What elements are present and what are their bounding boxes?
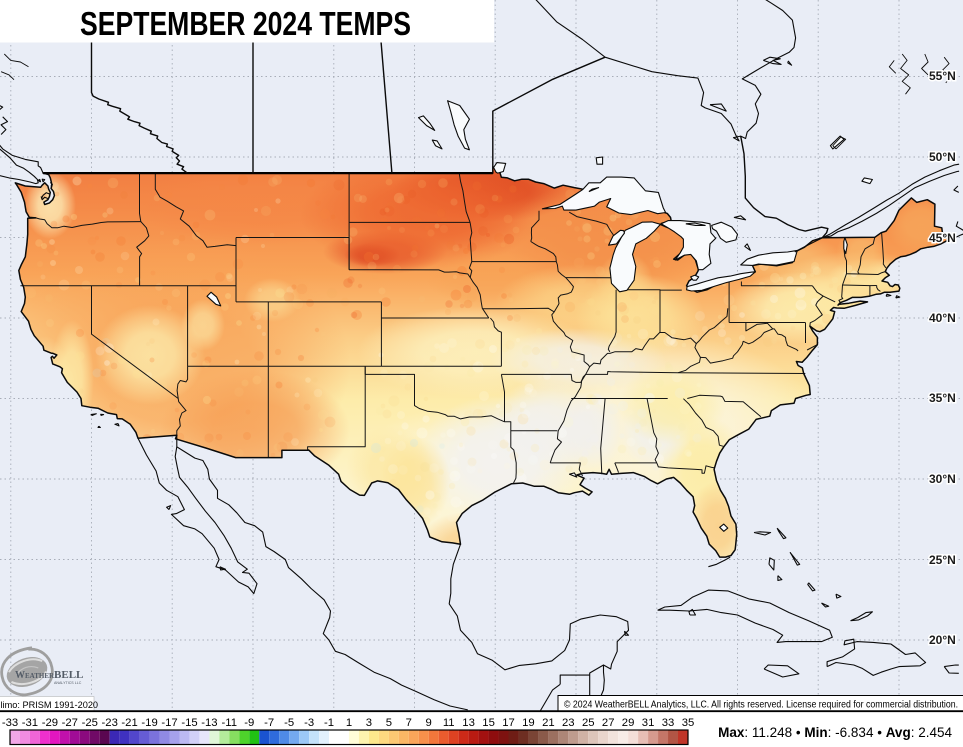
svg-text:-21: -21 bbox=[121, 717, 137, 729]
svg-text:-13: -13 bbox=[201, 717, 217, 729]
svg-text:31: 31 bbox=[642, 717, 655, 729]
svg-text:ANALYTICS LLC: ANALYTICS LLC bbox=[54, 681, 82, 685]
svg-text:-23: -23 bbox=[102, 717, 118, 729]
svg-text:-25: -25 bbox=[82, 717, 98, 729]
svg-text:25°N: 25°N bbox=[929, 553, 956, 567]
svg-text:-31: -31 bbox=[22, 717, 38, 729]
svg-text:1: 1 bbox=[346, 717, 352, 729]
svg-text:-27: -27 bbox=[62, 717, 78, 729]
svg-text:50°N: 50°N bbox=[929, 150, 956, 164]
svg-text:29: 29 bbox=[622, 717, 635, 729]
svg-text:17: 17 bbox=[502, 717, 515, 729]
svg-text:20°N: 20°N bbox=[929, 633, 956, 647]
svg-text:3: 3 bbox=[366, 717, 372, 729]
svg-text:35: 35 bbox=[682, 717, 695, 729]
svg-text:-5: -5 bbox=[284, 717, 294, 729]
svg-text:11: 11 bbox=[443, 717, 455, 729]
svg-text:-1: -1 bbox=[324, 717, 334, 729]
svg-text:7: 7 bbox=[406, 717, 412, 729]
svg-text:-33: -33 bbox=[2, 717, 18, 729]
svg-text:13: 13 bbox=[462, 717, 475, 729]
svg-text:-3: -3 bbox=[304, 717, 314, 729]
svg-text:-15: -15 bbox=[181, 717, 197, 729]
svg-text:-7: -7 bbox=[264, 717, 274, 729]
svg-text:-11: -11 bbox=[222, 717, 238, 729]
svg-text:-29: -29 bbox=[42, 717, 58, 729]
svg-text:25: 25 bbox=[582, 717, 595, 729]
svg-text:-9: -9 bbox=[244, 717, 254, 729]
svg-text:23: 23 bbox=[562, 717, 575, 729]
svg-text:© 2024 WeatherBELL Analytics,: © 2024 WeatherBELL Analytics, LLC. All r… bbox=[564, 699, 958, 711]
svg-text:WEATHERBELL: WEATHERBELL bbox=[15, 669, 83, 681]
svg-text:27: 27 bbox=[602, 717, 615, 729]
svg-text:-17: -17 bbox=[161, 717, 177, 729]
svg-text:33: 33 bbox=[662, 717, 675, 729]
svg-text:5: 5 bbox=[386, 717, 392, 729]
svg-text:35°N: 35°N bbox=[929, 391, 956, 405]
svg-text:9: 9 bbox=[426, 717, 432, 729]
svg-text:40°N: 40°N bbox=[929, 311, 956, 325]
svg-text:30°N: 30°N bbox=[929, 472, 956, 486]
svg-text:21: 21 bbox=[542, 717, 555, 729]
svg-text:15: 15 bbox=[482, 717, 495, 729]
svg-text:55°N: 55°N bbox=[929, 69, 956, 83]
svg-text:SEPTEMBER 2024 TEMPS: SEPTEMBER 2024 TEMPS bbox=[80, 5, 411, 42]
svg-text:45°N: 45°N bbox=[929, 231, 956, 245]
svg-text:19: 19 bbox=[522, 717, 535, 729]
svg-text:limo: PRISM 1991-2020: limo: PRISM 1991-2020 bbox=[1, 700, 99, 710]
svg-text:-19: -19 bbox=[141, 717, 157, 729]
svg-text:Max: 11.248 • Min: -6.834 • Av: Max: 11.248 • Min: -6.834 • Avg: 2.454 bbox=[718, 725, 952, 740]
